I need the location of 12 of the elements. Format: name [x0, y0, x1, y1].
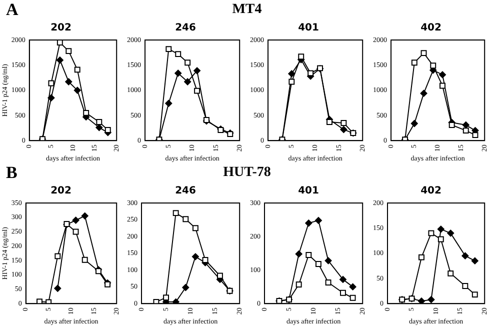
chart-title: 401	[298, 186, 319, 197]
chart-title: 202	[50, 22, 72, 34]
chart-title: 402	[420, 22, 442, 34]
chart-title: 246	[175, 186, 196, 197]
text: MT4	[232, 2, 262, 17]
chart-title: 246	[175, 22, 196, 34]
chart-title: 202	[50, 186, 72, 197]
chart-title: 401	[298, 22, 319, 34]
text: B	[6, 163, 18, 183]
chart-title: 402	[420, 186, 442, 197]
text: A	[6, 0, 18, 20]
text: HUT-78	[223, 165, 271, 180]
